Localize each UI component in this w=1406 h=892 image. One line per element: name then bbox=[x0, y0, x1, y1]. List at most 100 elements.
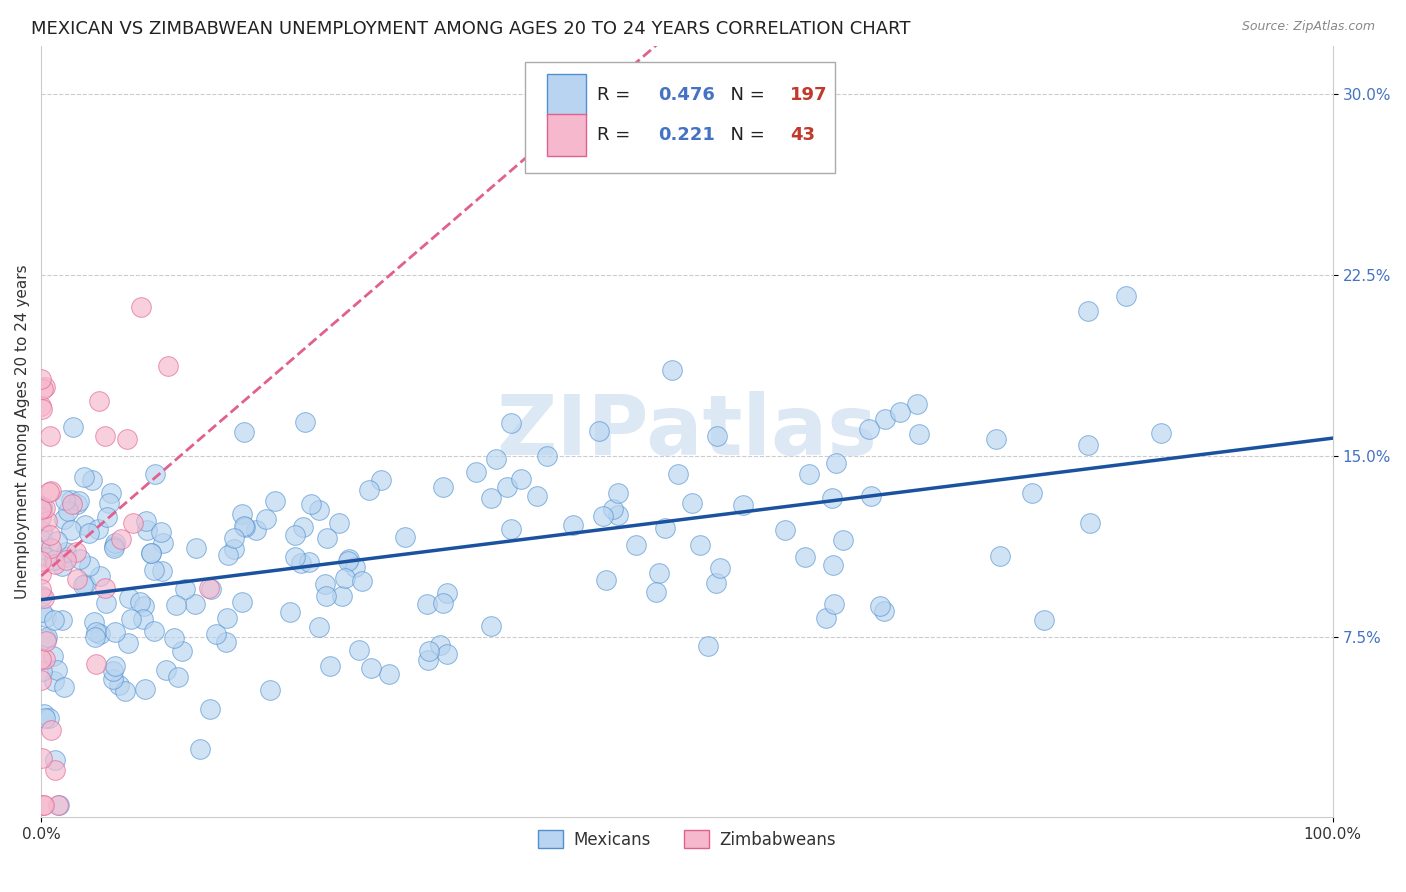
Point bbox=[150, 564, 173, 578]
Point bbox=[35, 632, 58, 646]
Point bbox=[30, 510, 52, 524]
Point bbox=[135, 523, 157, 537]
Point bbox=[73, 576, 96, 591]
Point bbox=[129, 594, 152, 608]
Point bbox=[32, 591, 55, 606]
Point bbox=[436, 586, 458, 600]
Point bbox=[51, 559, 73, 574]
Point bbox=[370, 473, 392, 487]
Point bbox=[110, 533, 132, 547]
Point bbox=[30, 501, 52, 516]
Point bbox=[135, 514, 157, 528]
Point bbox=[654, 521, 676, 535]
Point bbox=[53, 681, 76, 695]
Point bbox=[104, 536, 127, 550]
Point bbox=[681, 496, 703, 510]
Point bbox=[46, 534, 69, 549]
Point bbox=[104, 624, 127, 639]
Point bbox=[157, 359, 180, 374]
Point bbox=[709, 561, 731, 575]
Point bbox=[1150, 425, 1173, 440]
Point bbox=[30, 652, 52, 666]
Point bbox=[103, 540, 125, 554]
Point bbox=[222, 542, 245, 557]
Point bbox=[233, 520, 256, 534]
Point bbox=[259, 682, 281, 697]
Point bbox=[114, 684, 136, 698]
Point bbox=[825, 456, 848, 470]
Point bbox=[44, 557, 66, 571]
Point bbox=[1077, 438, 1099, 452]
Point bbox=[120, 612, 142, 626]
Point bbox=[46, 663, 69, 677]
Point bbox=[347, 642, 370, 657]
Point bbox=[696, 639, 718, 653]
Point bbox=[231, 595, 253, 609]
Point bbox=[205, 627, 228, 641]
Point bbox=[53, 493, 76, 508]
Point bbox=[31, 533, 53, 548]
Point bbox=[360, 661, 382, 675]
Text: R =: R = bbox=[596, 86, 636, 103]
Point bbox=[117, 635, 139, 649]
Point bbox=[333, 571, 356, 585]
Point bbox=[100, 486, 122, 500]
Point bbox=[858, 422, 880, 436]
Point bbox=[34, 706, 56, 721]
Point bbox=[42, 674, 65, 689]
Point bbox=[72, 578, 94, 592]
Point bbox=[35, 634, 58, 648]
Point bbox=[75, 518, 97, 533]
Point bbox=[1021, 485, 1043, 500]
Point bbox=[793, 549, 815, 564]
Point bbox=[32, 382, 55, 396]
Text: R =: R = bbox=[596, 126, 636, 144]
Point bbox=[30, 541, 52, 556]
Point bbox=[55, 553, 77, 567]
Point bbox=[418, 643, 440, 657]
Point bbox=[215, 635, 238, 649]
Point bbox=[42, 649, 65, 664]
Point bbox=[869, 599, 891, 614]
Point bbox=[602, 502, 624, 516]
Text: 0.476: 0.476 bbox=[658, 86, 716, 103]
Point bbox=[1077, 304, 1099, 318]
Point bbox=[592, 508, 614, 523]
Y-axis label: Unemployment Among Ages 20 to 24 years: Unemployment Among Ages 20 to 24 years bbox=[15, 265, 30, 599]
Point bbox=[824, 597, 846, 611]
Point bbox=[30, 582, 52, 596]
Text: Source: ZipAtlas.com: Source: ZipAtlas.com bbox=[1241, 20, 1375, 33]
Point bbox=[56, 504, 79, 518]
Point bbox=[510, 472, 533, 486]
Point bbox=[184, 541, 207, 556]
Point bbox=[62, 420, 84, 434]
Point bbox=[96, 510, 118, 524]
Point bbox=[416, 597, 439, 611]
Point bbox=[416, 653, 439, 667]
Point bbox=[51, 613, 73, 627]
Point bbox=[429, 638, 451, 652]
Point bbox=[44, 613, 66, 627]
Point bbox=[73, 470, 96, 484]
Point bbox=[67, 494, 90, 508]
Point bbox=[30, 399, 52, 413]
Text: 197: 197 bbox=[790, 86, 828, 103]
Point bbox=[83, 615, 105, 629]
Point bbox=[648, 566, 671, 581]
Point bbox=[39, 723, 62, 737]
Point bbox=[31, 605, 53, 619]
Point bbox=[139, 546, 162, 560]
Point bbox=[352, 574, 374, 588]
Point bbox=[165, 598, 187, 612]
Legend: Mexicans, Zimbabweans: Mexicans, Zimbabweans bbox=[531, 824, 842, 855]
Point bbox=[496, 479, 519, 493]
Point bbox=[562, 517, 585, 532]
Point bbox=[294, 415, 316, 429]
Point bbox=[52, 511, 75, 525]
Point bbox=[44, 764, 66, 778]
Point bbox=[436, 647, 458, 661]
Point bbox=[34, 652, 56, 666]
Point bbox=[607, 508, 630, 523]
Point bbox=[66, 572, 89, 586]
Point bbox=[337, 551, 360, 566]
